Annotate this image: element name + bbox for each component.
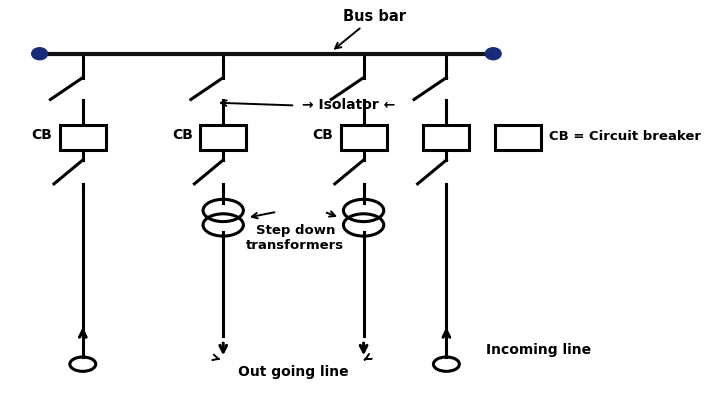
Text: CB = Circuit breaker: CB = Circuit breaker <box>549 130 701 142</box>
Text: CB: CB <box>32 128 53 142</box>
Text: Out going line: Out going line <box>238 365 348 379</box>
Text: CB: CB <box>312 128 333 142</box>
Text: Bus bar: Bus bar <box>335 9 406 49</box>
Bar <box>495 125 541 150</box>
Bar <box>341 125 387 150</box>
Ellipse shape <box>32 48 48 60</box>
Text: CB: CB <box>172 128 193 142</box>
Text: Step down
transformers: Step down transformers <box>246 224 344 252</box>
Text: Incoming line: Incoming line <box>486 343 591 357</box>
Bar <box>423 125 469 150</box>
Ellipse shape <box>485 48 501 60</box>
Bar <box>60 125 106 150</box>
Text: → Isolator ←: → Isolator ← <box>302 98 396 113</box>
Bar <box>200 125 246 150</box>
